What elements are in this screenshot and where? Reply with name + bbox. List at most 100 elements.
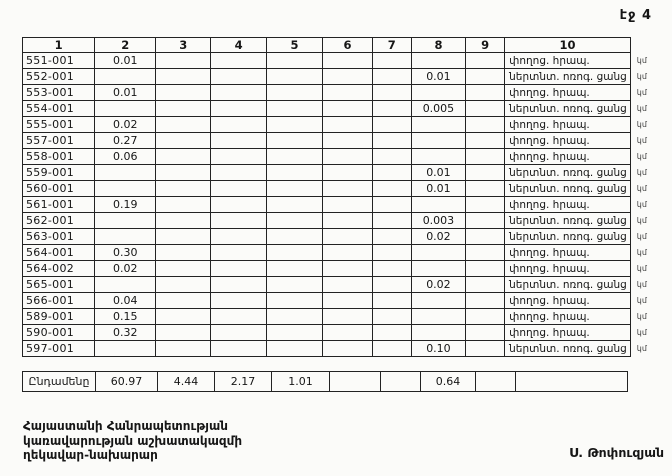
- value-cell: [465, 324, 506, 341]
- value-cell: [465, 148, 506, 165]
- value-cell: [410, 244, 467, 261]
- value-cell: [465, 260, 506, 277]
- table-row: 561-001 0.19 փողոց. հրապ. կմ: [21, 196, 672, 213]
- value-cell: [322, 116, 373, 133]
- value-cell: [94, 164, 157, 181]
- value-cell: 0.003: [410, 212, 467, 229]
- value-cell: [210, 68, 267, 85]
- value-cell: [465, 100, 506, 117]
- value-cell: [371, 100, 412, 117]
- total-table-body: Ընդամենը 60.97 4.44 2.17 1.01 0.64: [22, 371, 670, 392]
- value-cell: [322, 212, 373, 229]
- total-value-cell: 2.17: [214, 371, 272, 392]
- value-cell: [410, 132, 467, 149]
- value-cell: [94, 100, 157, 117]
- value-cell: [155, 308, 212, 325]
- value-cell: [265, 68, 324, 85]
- issuer-title-block: Հայաստանի Հանրապետության կառավարության ա…: [23, 419, 242, 463]
- value-cell: [210, 52, 267, 69]
- value-cell: [465, 244, 506, 261]
- value-cell: [371, 212, 412, 229]
- value-cell: [210, 148, 267, 165]
- value-cell: [265, 148, 324, 165]
- unit-mark: կմ: [636, 312, 647, 321]
- column-header-1: 1: [21, 37, 96, 53]
- value-cell: [371, 68, 412, 85]
- total-row: Ընդամենը 60.97 4.44 2.17 1.01 0.64: [22, 371, 670, 392]
- value-cell: [210, 228, 267, 245]
- total-value-cell: 60.97: [95, 371, 158, 392]
- value-cell: 0.15: [94, 308, 157, 325]
- table-row: 557-001 0.27 փողոց. հրապ. կմ: [21, 132, 672, 149]
- column-header-10: 10: [504, 37, 631, 53]
- object-cell: փողոց. հրապ.: [504, 132, 631, 149]
- value-cell: 0.01: [410, 164, 467, 181]
- value-cell: [210, 308, 267, 325]
- issuer-line-2: կառավարության աշխատակազմի: [23, 433, 243, 448]
- object-cell: փողոց. հրապ.: [504, 116, 631, 133]
- value-cell: [371, 116, 412, 133]
- value-cell: [322, 100, 373, 117]
- value-cell: [265, 116, 324, 133]
- table-row: 597-001 0.10 ներտնտ. ոռոգ. ցանց կմ: [21, 340, 672, 357]
- value-cell: [371, 276, 412, 293]
- object-cell: փողոց. հրապ.: [504, 292, 631, 309]
- object-cell: փողոց. հրապ.: [504, 196, 631, 213]
- value-cell: [371, 324, 412, 341]
- value-cell: [322, 292, 373, 309]
- code-cell: 551-001: [21, 52, 96, 69]
- issuer-line-3: ղեկավար-նախարար: [23, 448, 158, 462]
- value-cell: [371, 244, 412, 261]
- value-cell: [265, 308, 324, 325]
- value-cell: [322, 228, 373, 245]
- value-cell: [465, 68, 506, 85]
- value-cell: [210, 292, 267, 309]
- value-cell: [155, 260, 212, 277]
- code-cell: 566-001: [21, 292, 96, 309]
- table-row: 563-001 0.02 ներտնտ. ոռոգ. ցանց կմ: [21, 228, 672, 245]
- object-cell: փողոց. հրապ.: [504, 148, 631, 165]
- value-cell: [155, 180, 212, 197]
- object-cell: ներտնտ. ոռոգ. ցանց: [504, 68, 631, 85]
- value-cell: [465, 132, 506, 149]
- code-cell: 590-001: [21, 324, 96, 341]
- value-cell: 0.30: [94, 244, 157, 261]
- table-row: 554-001 0.005 ներտնտ. ոռոգ. ցանց կմ: [21, 100, 672, 117]
- value-cell: [210, 324, 267, 341]
- table-row: 562-001 0.003 ներտնտ. ոռոգ. ցանց կմ: [21, 212, 672, 229]
- value-cell: [155, 340, 212, 357]
- code-cell: 562-001: [21, 212, 96, 229]
- unit-mark: կմ: [636, 168, 647, 177]
- object-cell: ներտնտ. ոռոգ. ցանց: [504, 276, 631, 293]
- value-cell: [94, 276, 157, 293]
- value-cell: [210, 276, 267, 293]
- table-row: 551-001 0.01 փողոց. հրապ. կմ: [21, 52, 672, 69]
- table-row: 589-001 0.15 փողոց. հրապ. կմ: [21, 308, 672, 325]
- value-cell: [465, 52, 506, 69]
- value-cell: [465, 116, 506, 133]
- value-cell: [322, 260, 373, 277]
- table-row: 564-001 0.30 փողոց. հրապ. կմ: [21, 244, 672, 261]
- unit-mark: կմ: [636, 328, 647, 337]
- object-cell: ներտնտ. ոռոգ. ցանց: [504, 100, 631, 117]
- value-cell: 0.01: [94, 52, 157, 69]
- value-cell: [210, 180, 267, 197]
- code-cell: 554-001: [21, 100, 96, 117]
- ledger-table-body: 551-001 0.01 փողոց. հրապ. կմ 552-001 0.01 ներտ…: [21, 52, 672, 357]
- code-cell: 564-001: [21, 244, 96, 261]
- unit-mark: կմ: [636, 280, 647, 289]
- column-header-9: 9: [465, 37, 506, 53]
- value-cell: [210, 116, 267, 133]
- value-cell: [155, 164, 212, 181]
- value-cell: [322, 196, 373, 213]
- value-cell: [155, 100, 212, 117]
- value-cell: [210, 196, 267, 213]
- value-cell: [410, 196, 467, 213]
- value-cell: [322, 244, 373, 261]
- value-cell: [371, 148, 412, 165]
- value-cell: 0.005: [410, 100, 467, 117]
- value-cell: [210, 260, 267, 277]
- column-header-4: 4: [210, 37, 267, 53]
- value-cell: [265, 180, 324, 197]
- value-cell: [155, 52, 212, 69]
